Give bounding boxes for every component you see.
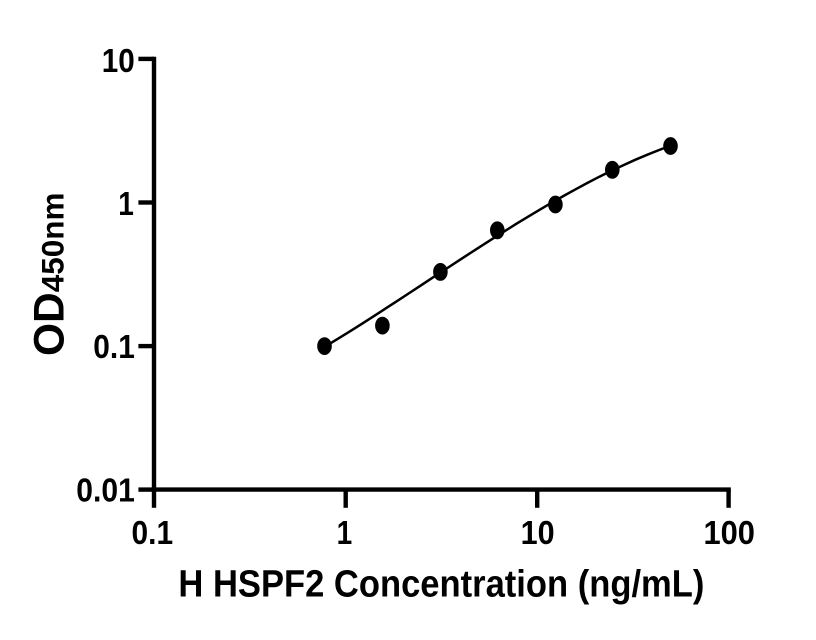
svg-text:10: 10: [102, 42, 135, 79]
svg-text:10: 10: [521, 514, 555, 551]
svg-text:0.01: 0.01: [76, 472, 135, 509]
svg-text:100: 100: [703, 514, 755, 551]
svg-text:1: 1: [118, 185, 134, 222]
svg-text:0.1: 0.1: [93, 328, 135, 365]
svg-text:0.1: 0.1: [132, 514, 174, 551]
svg-text:H HSPF2 Concentration (ng/mL): H HSPF2 Concentration (ng/mL): [178, 564, 704, 606]
svg-text:OD450nm: OD450nm: [27, 192, 74, 356]
svg-text:1: 1: [337, 514, 353, 551]
